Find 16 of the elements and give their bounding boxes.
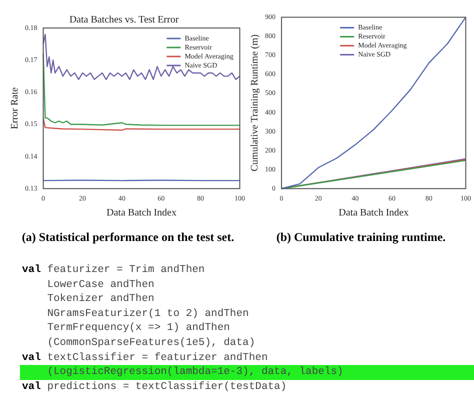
text: val predictions = textClassifier(testData) [21, 380, 288, 394]
text: NGramsFeaturizer(1 to 2) andThen [46, 306, 250, 322]
chart-title: Data Batches vs. Test Error [69, 14, 180, 26]
text: (LogisticRegression(lambda=1e-3), data, labels) [20, 365, 474, 380]
text: val featurizer = Trim andThen [21, 263, 206, 278]
text: (a) Statistical performance on the test set. [20, 230, 236, 245]
text: TermFrequency(x => 1) andThen [46, 321, 231, 336]
x-axis-title: Data Batch Index [338, 208, 409, 219]
text: (CommonSparseFeatures(1e5), data) [46, 336, 256, 351]
y-axis-title: Cumulative Training Runtime (m) [250, 34, 261, 172]
x-axis-title: Data Batch Index [106, 208, 176, 219]
text: val textClassifier = featurizer andThen [21, 350, 269, 366]
text: LowerCase andThen [46, 278, 156, 292]
text: Tokenizer andThen [46, 292, 156, 307]
y-axis-title: Error Rate [10, 86, 21, 130]
text: (b) Cumulative training runtime. [275, 230, 447, 245]
